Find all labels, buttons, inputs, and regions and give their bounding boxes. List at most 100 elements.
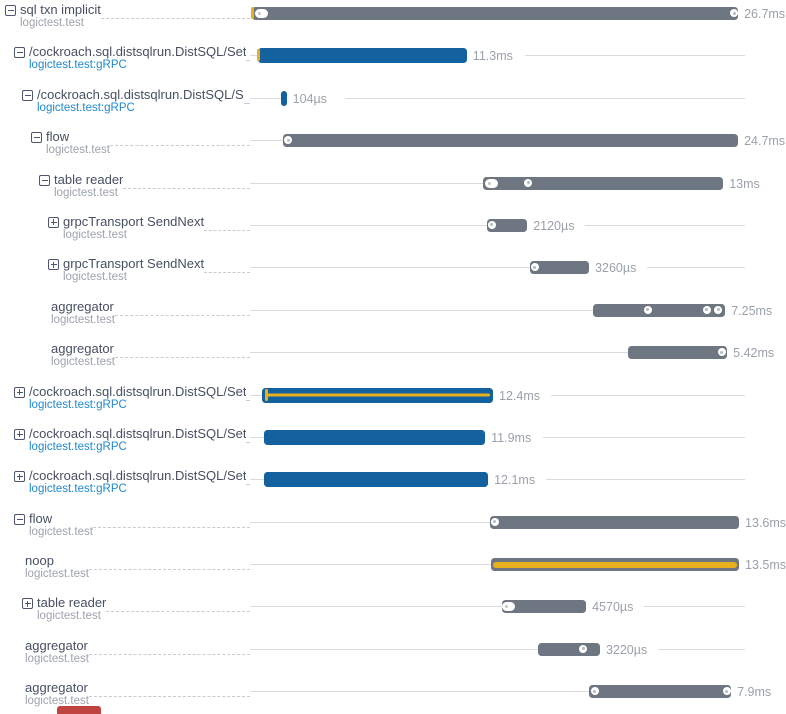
duration-label: 13.5ms <box>745 558 786 573</box>
span-bar[interactable] <box>490 515 740 529</box>
span-bar[interactable] <box>593 303 726 317</box>
white-dot-marker <box>487 220 496 229</box>
span-bar[interactable] <box>283 134 739 148</box>
span-bar[interactable] <box>628 346 728 360</box>
timeline-line-left <box>250 309 594 311</box>
span-titles: grpcTransport SendNext logictest.test <box>63 214 204 242</box>
clipped-row-bar[interactable] <box>57 706 101 714</box>
span-bar[interactable] <box>491 558 740 572</box>
timeline-line-left <box>250 648 539 650</box>
leader-dashed-line <box>123 172 250 189</box>
timeline-track: 26.7ms <box>250 0 785 42</box>
span-bar[interactable] <box>483 176 724 190</box>
span-bar[interactable] <box>501 600 587 614</box>
timeline: 3260µs <box>250 254 786 296</box>
span-title: aggregator <box>25 637 88 653</box>
span-titles: aggregator logictest.test <box>51 299 115 327</box>
white-pill-marker <box>484 178 498 188</box>
timeline-track: 4570µs <box>250 593 745 635</box>
span-subtitle: logictest.test <box>51 356 115 369</box>
white-dot-marker <box>284 136 293 145</box>
span-bar[interactable] <box>538 642 600 656</box>
span-bar[interactable] <box>530 261 590 275</box>
timeline-track: 3220µs <box>250 636 745 678</box>
span-label: /cockroach.sql.distsqlrun.DistSQL/Set log… <box>0 382 250 424</box>
yellow-tick-marker <box>265 388 269 401</box>
timeline-line-right <box>585 224 745 226</box>
span-bar[interactable] <box>263 472 489 488</box>
trace-row: table reader logictest.test 4570µs <box>0 593 786 635</box>
white-dot-marker <box>590 687 599 696</box>
timeline-track: 13ms <box>250 170 760 212</box>
duration-label: 11.3ms <box>472 49 513 64</box>
timeline-line-left <box>250 691 590 693</box>
white-dot-marker <box>579 644 588 653</box>
timeline: 7.9ms <box>250 678 786 714</box>
collapse-icon[interactable] <box>14 47 25 59</box>
span-bar[interactable] <box>261 387 494 403</box>
span-bar[interactable] <box>257 48 467 64</box>
span-title: noop <box>25 553 54 569</box>
expand-icon[interactable] <box>48 216 59 228</box>
white-dot-marker <box>702 305 711 314</box>
timeline: 7.25ms <box>250 297 786 339</box>
span-titles: /cockroach.sql.distsqlrun.DistSQL/S logic… <box>37 87 244 115</box>
span-label: grpcTransport SendNext logictest.test <box>0 212 250 254</box>
timeline-line-right <box>524 55 745 57</box>
span-bar[interactable] <box>251 7 739 20</box>
expand-icon[interactable] <box>14 471 25 483</box>
trace-row: /cockroach.sql.distsqlrun.DistSQL/Set log… <box>0 466 786 508</box>
span-label: table reader logictest.test <box>0 593 250 635</box>
timeline-track: 12.1ms <box>250 466 745 508</box>
timeline: 13.5ms <box>250 551 786 593</box>
timeline-track: 11.9ms <box>250 424 745 466</box>
span-bar[interactable] <box>487 218 528 232</box>
span-subtitle: logictest.test <box>46 144 110 157</box>
span-label: aggregator logictest.test <box>0 678 250 714</box>
timeline-line-right <box>546 479 745 481</box>
duration-label: 13ms <box>729 176 760 191</box>
timeline: 13.6ms <box>250 509 786 551</box>
trace-row: /cockroach.sql.distsqlrun.DistSQL/Set log… <box>0 382 786 424</box>
white-dot-marker <box>714 305 723 314</box>
timeline-line-left <box>250 97 282 99</box>
duration-label: 12.1ms <box>494 473 536 488</box>
span-bar[interactable] <box>589 685 732 699</box>
timeline: 2120µs <box>250 212 786 254</box>
span-subtitle: logictest.test:gRPC <box>37 101 135 114</box>
span-label: /cockroach.sql.distsqlrun.DistSQL/Set log… <box>0 466 250 508</box>
timeline-track: 2120µs <box>250 212 745 254</box>
collapse-icon[interactable] <box>39 174 50 186</box>
span-bar[interactable] <box>263 429 486 445</box>
span-label: aggregator logictest.test <box>0 297 250 339</box>
span-bar[interactable] <box>281 90 287 106</box>
expand-icon[interactable] <box>14 428 25 440</box>
timeline-line-left <box>250 352 629 354</box>
trace-row: aggregator logictest.test 3220µs <box>0 636 786 678</box>
leader-dashed-line <box>204 256 250 274</box>
collapse-icon[interactable] <box>14 513 25 525</box>
white-pill-marker <box>502 602 516 612</box>
timeline-line-right <box>644 606 745 608</box>
span-subtitle: logictest.test:gRPC <box>29 398 127 411</box>
timeline-line-left <box>250 140 284 142</box>
span-titles: table reader logictest.test <box>54 172 123 200</box>
collapse-icon[interactable] <box>22 89 33 101</box>
span-subtitle: logictest.test:gRPC <box>29 440 127 453</box>
span-label: grpcTransport SendNext logictest.test <box>0 254 250 296</box>
trace-row: table reader logictest.test 13ms <box>0 170 786 212</box>
expand-icon[interactable] <box>22 598 33 610</box>
leader-dashed-line <box>114 299 250 316</box>
timeline-line-left <box>250 182 484 184</box>
expand-icon[interactable] <box>48 259 59 271</box>
collapse-icon[interactable] <box>31 132 42 144</box>
expand-icon[interactable] <box>14 386 25 398</box>
span-label: aggregator logictest.test <box>0 339 250 381</box>
trace-row: /cockroach.sql.distsqlrun.DistSQL/Set log… <box>0 424 786 466</box>
trace-row: grpcTransport SendNext logictest.test 3260… <box>0 254 786 296</box>
leader-dashed-line <box>106 595 250 613</box>
collapse-icon[interactable] <box>5 5 16 16</box>
duration-label: 104µs <box>292 91 327 106</box>
span-title: /cockroach.sql.distsqlrun.DistSQL/Set <box>29 425 247 441</box>
